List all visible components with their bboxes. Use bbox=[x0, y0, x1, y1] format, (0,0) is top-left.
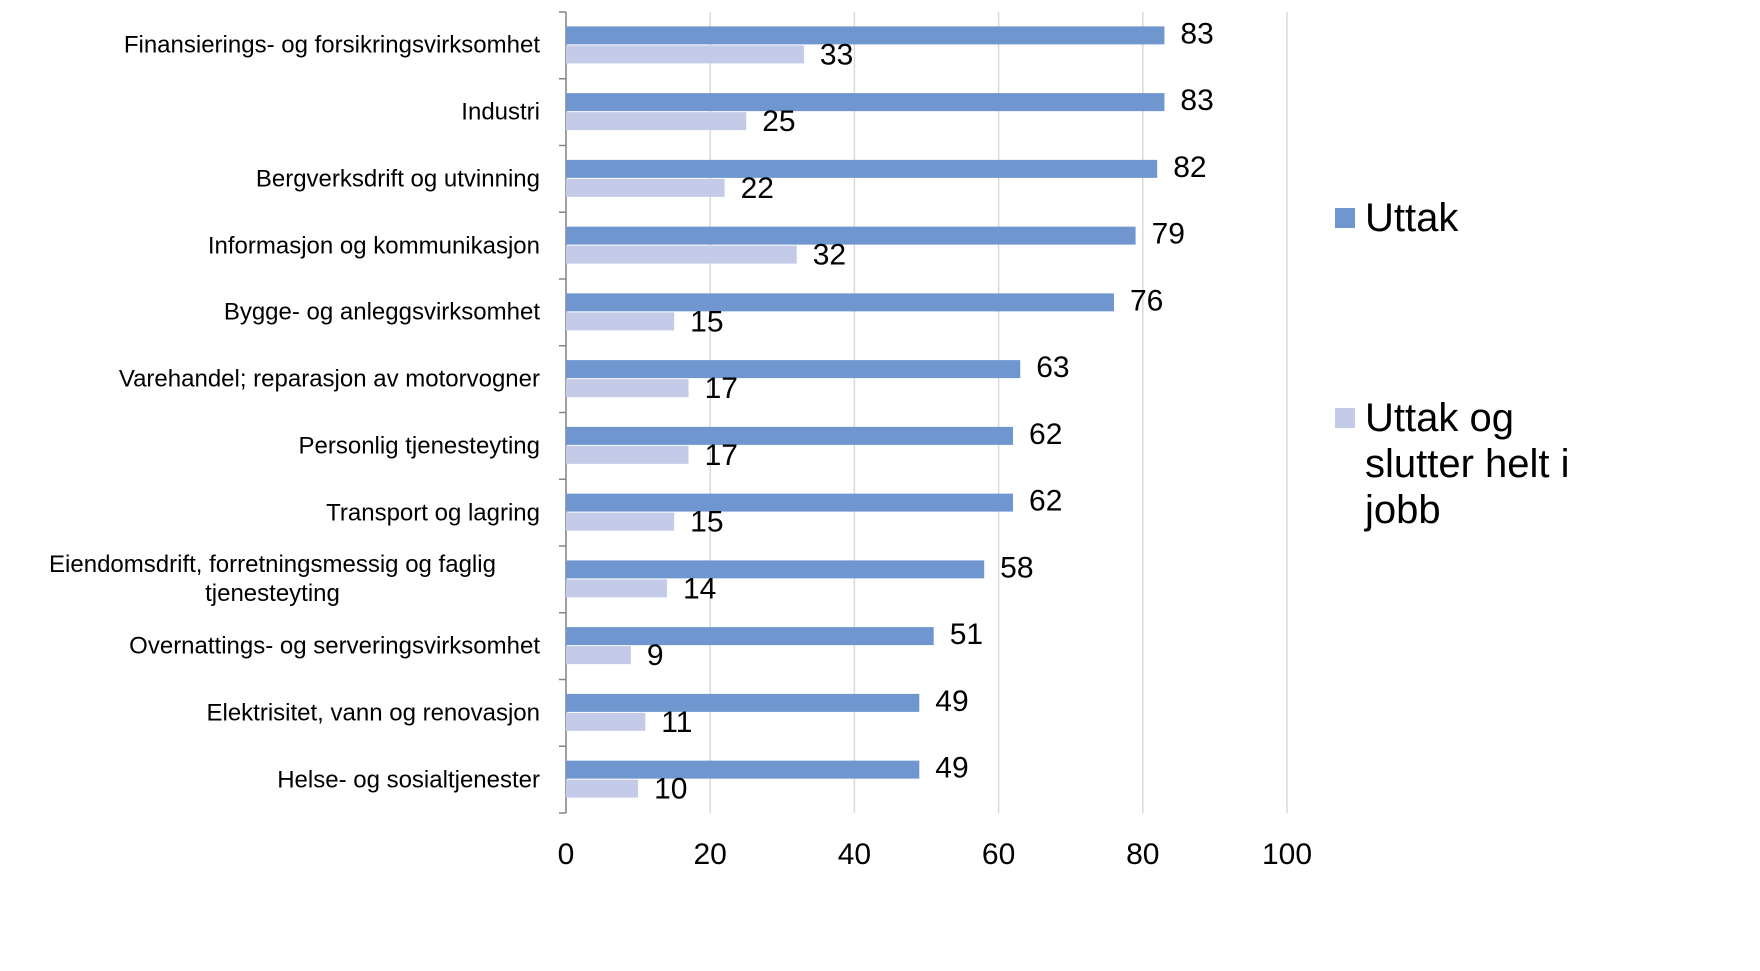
legend-swatch bbox=[1335, 208, 1355, 228]
bar bbox=[566, 159, 1158, 178]
data-label: 11 bbox=[661, 706, 692, 739]
y-tick-label: Industri bbox=[461, 98, 540, 127]
data-label: 51 bbox=[950, 618, 983, 651]
data-label: 15 bbox=[690, 506, 723, 539]
data-label: 49 bbox=[935, 685, 968, 718]
bar bbox=[566, 493, 1014, 512]
bar bbox=[566, 693, 920, 712]
bar bbox=[566, 627, 934, 646]
bar bbox=[566, 45, 804, 64]
x-tick-label: 20 bbox=[694, 838, 727, 871]
bar bbox=[566, 779, 639, 798]
bar bbox=[566, 512, 675, 531]
bar bbox=[566, 560, 985, 579]
y-tick-label-text: Bygge- og anleggsvirksomhet bbox=[223, 298, 540, 326]
y-tick-label: Elektrisitet, vann og renovasjon bbox=[206, 698, 540, 727]
bar bbox=[566, 245, 797, 264]
y-tick-label-text: Eiendomsdrift, forretningsmessig og fagl… bbox=[49, 551, 496, 608]
data-label: 32 bbox=[813, 239, 846, 272]
data-label: 14 bbox=[683, 572, 716, 605]
data-label: 9 bbox=[647, 639, 664, 672]
data-label: 82 bbox=[1173, 151, 1206, 184]
bar bbox=[566, 445, 689, 464]
bar bbox=[566, 426, 1014, 445]
y-tick-label: Varehandel; reparasjon av motorvogner bbox=[119, 365, 540, 394]
data-label: 17 bbox=[705, 439, 738, 472]
x-tick-label: 0 bbox=[558, 838, 575, 871]
bar bbox=[566, 312, 675, 331]
bar bbox=[566, 360, 1021, 379]
legend-label: Uttak bbox=[1365, 196, 1459, 240]
y-tick-label-text: Informasjon og kommunikasjon bbox=[207, 232, 540, 260]
y-tick-label-text: Transport og lagring bbox=[326, 499, 540, 527]
bar bbox=[566, 26, 1165, 45]
bar bbox=[566, 226, 1136, 245]
data-label: 10 bbox=[654, 773, 687, 806]
y-tick-label-text: Bergverksdrift og utvinning bbox=[255, 165, 540, 193]
data-label: 49 bbox=[935, 752, 968, 785]
bar bbox=[566, 379, 689, 398]
y-tick-label-text: Varehandel; reparasjon av motorvogner bbox=[118, 365, 540, 393]
data-label: 58 bbox=[1000, 551, 1033, 584]
data-label: 83 bbox=[1180, 17, 1213, 50]
x-tick-label: 100 bbox=[1262, 838, 1312, 871]
bar bbox=[566, 93, 1165, 112]
data-label: 79 bbox=[1152, 218, 1185, 251]
y-tick-label: Helse- og sosialtjenester bbox=[277, 765, 540, 794]
bar bbox=[566, 112, 747, 131]
y-tick-label-text: Helse- og sosialtjenester bbox=[277, 766, 540, 794]
data-label: 62 bbox=[1029, 418, 1062, 451]
x-tick-label: 40 bbox=[838, 838, 871, 871]
data-label: 76 bbox=[1130, 284, 1163, 317]
y-tick-label: Finansierings- og forsikringsvirksomhet bbox=[124, 31, 540, 60]
data-label: 63 bbox=[1036, 351, 1069, 384]
data-label: 15 bbox=[690, 305, 723, 338]
bar bbox=[566, 760, 920, 779]
y-tick-label: Transport og lagring bbox=[326, 498, 540, 527]
bar bbox=[566, 712, 646, 731]
y-tick-label: Informasjon og kommunikasjon bbox=[208, 231, 540, 260]
data-label: 83 bbox=[1180, 84, 1213, 117]
data-label: 25 bbox=[762, 105, 795, 138]
data-label: 17 bbox=[705, 372, 738, 405]
y-tick-label: Bygge- og anleggsvirksomhet bbox=[224, 298, 540, 327]
y-tick-label: Eiendomsdrift, forretningsmessig og fagl… bbox=[5, 550, 540, 608]
x-tick-label: 80 bbox=[1126, 838, 1159, 871]
legend-label: Uttak og slutter helt i jobb bbox=[1365, 396, 1570, 532]
y-tick-label-text: Personlig tjenesteyting bbox=[298, 432, 540, 460]
bar bbox=[566, 293, 1114, 312]
data-label: 22 bbox=[741, 172, 774, 205]
y-tick-label: Overnattings- og serveringsvirksomhet bbox=[129, 632, 540, 661]
y-tick-label: Personlig tjenesteyting bbox=[299, 431, 540, 460]
bar bbox=[566, 178, 725, 197]
y-tick-label: Bergverksdrift og utvinning bbox=[256, 164, 540, 193]
legend-swatch bbox=[1335, 408, 1355, 428]
bar bbox=[566, 646, 631, 665]
data-label: 33 bbox=[820, 38, 853, 71]
y-tick-label-text: Industri bbox=[461, 98, 540, 126]
x-tick-label: 60 bbox=[982, 838, 1015, 871]
bar bbox=[566, 579, 667, 598]
data-label: 62 bbox=[1029, 485, 1062, 518]
y-tick-label-text: Elektrisitet, vann og renovasjon bbox=[206, 699, 540, 727]
y-tick-label-text: Finansierings- og forsikringsvirksomhet bbox=[123, 31, 540, 59]
y-tick-label-text: Overnattings- og serveringsvirksomhet bbox=[129, 632, 540, 660]
